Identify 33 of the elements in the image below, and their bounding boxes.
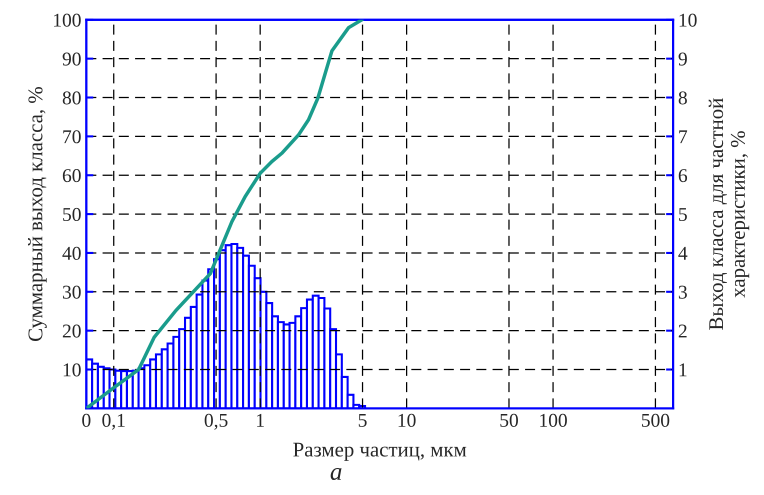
y-tick-label: 10 — [64, 363, 81, 376]
y-tick-label: 70 — [63, 130, 81, 144]
y-tick-label: 30 — [62, 286, 81, 299]
x-tick-label: 0 — [82, 414, 90, 427]
x-tick-label: 50 — [500, 414, 518, 427]
y-tick-label: 90 — [62, 52, 81, 66]
x-axis-title: Размер частиц, мкм — [293, 442, 466, 461]
x-tick-label: 1 — [257, 414, 264, 427]
y2-tick-label: 3 — [678, 286, 687, 299]
y2-tick-label: 9 — [678, 52, 687, 66]
x-tick-label: 0,1 — [102, 414, 125, 430]
y2-tick-label: 7 — [679, 130, 688, 144]
x-tick-label: 0,5 — [204, 414, 228, 430]
y2-tick-label: 4 — [678, 246, 688, 260]
text: а — [330, 468, 342, 480]
y-tick-label: 60 — [62, 169, 81, 182]
y-tick-label: 80 — [62, 91, 81, 104]
y-tick-label: 40 — [62, 246, 81, 260]
x-tick-label: 100 — [540, 414, 567, 427]
x-tick-label: 10 — [398, 414, 416, 427]
y-tick-label: 20 — [62, 324, 81, 338]
y-tick-label: 50 — [63, 208, 81, 222]
y2-tick-label: 1 — [680, 363, 686, 376]
y-axis-title: Суммарный выход класса, % — [28, 87, 47, 342]
y2-tick-label: 5 — [679, 208, 687, 222]
x-tick-label: 500 — [642, 414, 670, 427]
y2-tick-label: 2 — [678, 324, 687, 338]
y-tick-label: 100 — [54, 14, 81, 27]
y2-tick-label: 10 — [680, 14, 697, 27]
y2-tick-label: 8 — [678, 91, 687, 104]
x-tick-label: 5 — [358, 414, 367, 427]
y2-tick-label: 6 — [678, 169, 688, 182]
y2-axis-title: Выход класса для частной характеристики, % — [708, 98, 750, 330]
